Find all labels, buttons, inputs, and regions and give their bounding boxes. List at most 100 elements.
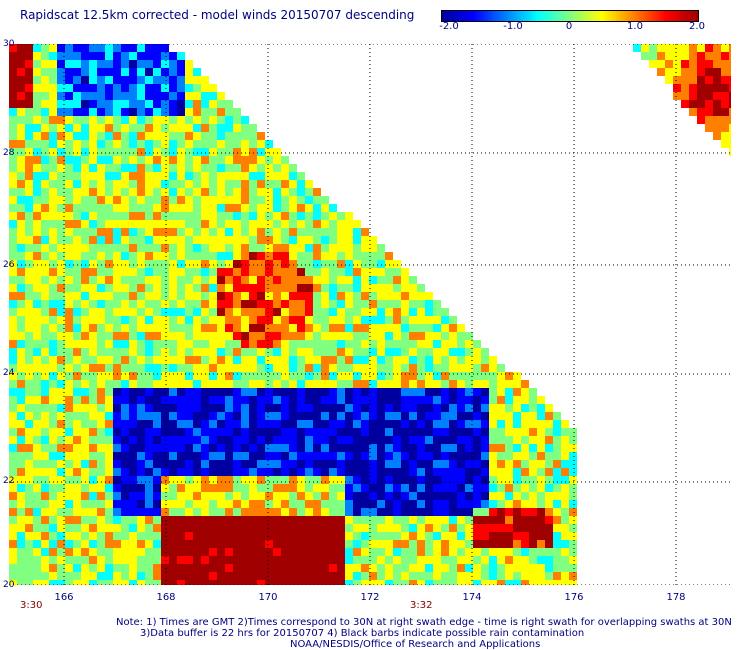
map-cell xyxy=(265,492,273,500)
map-cell xyxy=(25,572,33,580)
map-cell xyxy=(25,276,33,284)
map-cell xyxy=(9,348,17,356)
map-cell xyxy=(137,412,145,420)
map-cell xyxy=(129,516,137,524)
map-cell xyxy=(225,412,233,420)
map-cell xyxy=(145,412,153,420)
map-cell xyxy=(313,420,321,428)
map-cell xyxy=(121,252,129,260)
map-cell xyxy=(137,372,145,380)
map-cell xyxy=(129,188,137,196)
map-cell xyxy=(145,108,153,116)
map-cell xyxy=(57,380,65,388)
map-cell xyxy=(161,212,169,220)
colorbar-tick: 2.0 xyxy=(689,21,705,32)
map-cell xyxy=(65,140,73,148)
map-cell xyxy=(153,100,161,108)
map-cell xyxy=(177,564,185,572)
map-cell xyxy=(393,364,401,372)
map-cell xyxy=(265,516,273,524)
map-cell xyxy=(313,348,321,356)
map-cell xyxy=(401,508,409,516)
map-cell xyxy=(41,412,49,420)
map-cell xyxy=(305,324,313,332)
map-cell xyxy=(121,164,129,172)
map-cell xyxy=(233,444,241,452)
map-cell xyxy=(521,492,529,500)
map-cell xyxy=(97,332,105,340)
map-cell xyxy=(265,508,273,516)
map-cell xyxy=(49,140,57,148)
map-cell xyxy=(65,388,73,396)
map-cell xyxy=(49,540,57,548)
map-cell xyxy=(33,572,41,580)
map-cell xyxy=(217,140,225,148)
map-cell xyxy=(545,420,553,428)
map-cell xyxy=(321,436,329,444)
map-cell xyxy=(257,268,265,276)
map-cell xyxy=(257,492,265,500)
map-cell xyxy=(129,172,137,180)
map-cell xyxy=(361,380,369,388)
map-cell xyxy=(153,540,161,548)
map-cell xyxy=(281,188,289,196)
map-cell xyxy=(401,420,409,428)
map-cell xyxy=(185,404,193,412)
map-cell xyxy=(73,556,81,564)
map-cell xyxy=(489,420,497,428)
map-cell xyxy=(209,412,217,420)
map-cell xyxy=(537,404,545,412)
map-cell xyxy=(297,340,305,348)
map-cell xyxy=(553,540,561,548)
map-cell xyxy=(313,492,321,500)
map-cell xyxy=(161,292,169,300)
map-cell xyxy=(193,132,201,140)
colorbar-tick: -1.0 xyxy=(503,21,523,32)
map-cell xyxy=(49,172,57,180)
map-cell xyxy=(249,196,257,204)
map-cell xyxy=(25,92,33,100)
map-cell xyxy=(305,556,313,564)
map-cell xyxy=(345,476,353,484)
map-cell xyxy=(721,132,729,140)
map-cell xyxy=(177,516,185,524)
map-cell xyxy=(129,316,137,324)
map-cell xyxy=(49,492,57,500)
map-cell xyxy=(401,316,409,324)
map-cell xyxy=(25,212,33,220)
map-cell xyxy=(385,396,393,404)
map-cell xyxy=(185,468,193,476)
map-cell xyxy=(65,444,73,452)
map-cell xyxy=(281,436,289,444)
map-cell xyxy=(449,508,457,516)
map-cell xyxy=(33,532,41,540)
map-cell xyxy=(153,196,161,204)
map-cell xyxy=(9,212,17,220)
map-cell xyxy=(265,236,273,244)
map-cell xyxy=(393,300,401,308)
map-cell xyxy=(473,532,481,540)
map-cell xyxy=(81,140,89,148)
map-cell xyxy=(113,484,121,492)
map-cell xyxy=(297,388,305,396)
map-cell xyxy=(705,116,713,124)
map-cell xyxy=(313,540,321,548)
map-cell xyxy=(169,260,177,268)
map-cell xyxy=(417,484,425,492)
map-cell xyxy=(17,268,25,276)
map-cell xyxy=(145,52,153,60)
map-cell xyxy=(49,460,57,468)
map-cell xyxy=(41,548,49,556)
map-cell xyxy=(713,68,721,76)
map-cell xyxy=(193,220,201,228)
map-cell xyxy=(33,276,41,284)
map-cell xyxy=(465,492,473,500)
map-cell xyxy=(201,492,209,500)
map-cell xyxy=(641,52,649,60)
map-cell xyxy=(393,260,401,268)
map-cell xyxy=(537,396,545,404)
map-cell xyxy=(513,532,521,540)
map-cell xyxy=(225,372,233,380)
map-cell xyxy=(377,564,385,572)
map-cell xyxy=(73,548,81,556)
